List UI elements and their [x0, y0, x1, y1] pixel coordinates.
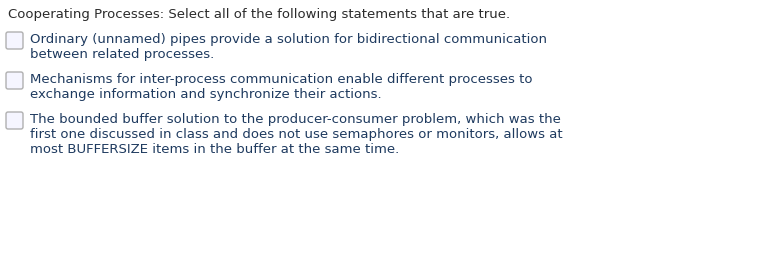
- FancyBboxPatch shape: [6, 32, 23, 49]
- Text: exchange information and synchronize their actions.: exchange information and synchronize the…: [30, 88, 382, 101]
- Text: Mechanisms for inter-process communication enable different processes to: Mechanisms for inter-process communicati…: [30, 73, 532, 86]
- Text: The bounded buffer solution to the producer-consumer problem, which was the: The bounded buffer solution to the produ…: [30, 113, 561, 126]
- Text: Cooperating Processes: Select all of the following statements that are true.: Cooperating Processes: Select all of the…: [8, 8, 510, 21]
- FancyBboxPatch shape: [6, 112, 23, 129]
- FancyBboxPatch shape: [6, 72, 23, 89]
- Text: Ordinary (unnamed) pipes provide a solution for bidirectional communication: Ordinary (unnamed) pipes provide a solut…: [30, 33, 547, 46]
- Text: first one discussed in class and does not use semaphores or monitors, allows at: first one discussed in class and does no…: [30, 128, 562, 141]
- Text: most BUFFERSIZE items in the buffer at the same time.: most BUFFERSIZE items in the buffer at t…: [30, 143, 399, 156]
- Text: between related processes.: between related processes.: [30, 48, 214, 61]
